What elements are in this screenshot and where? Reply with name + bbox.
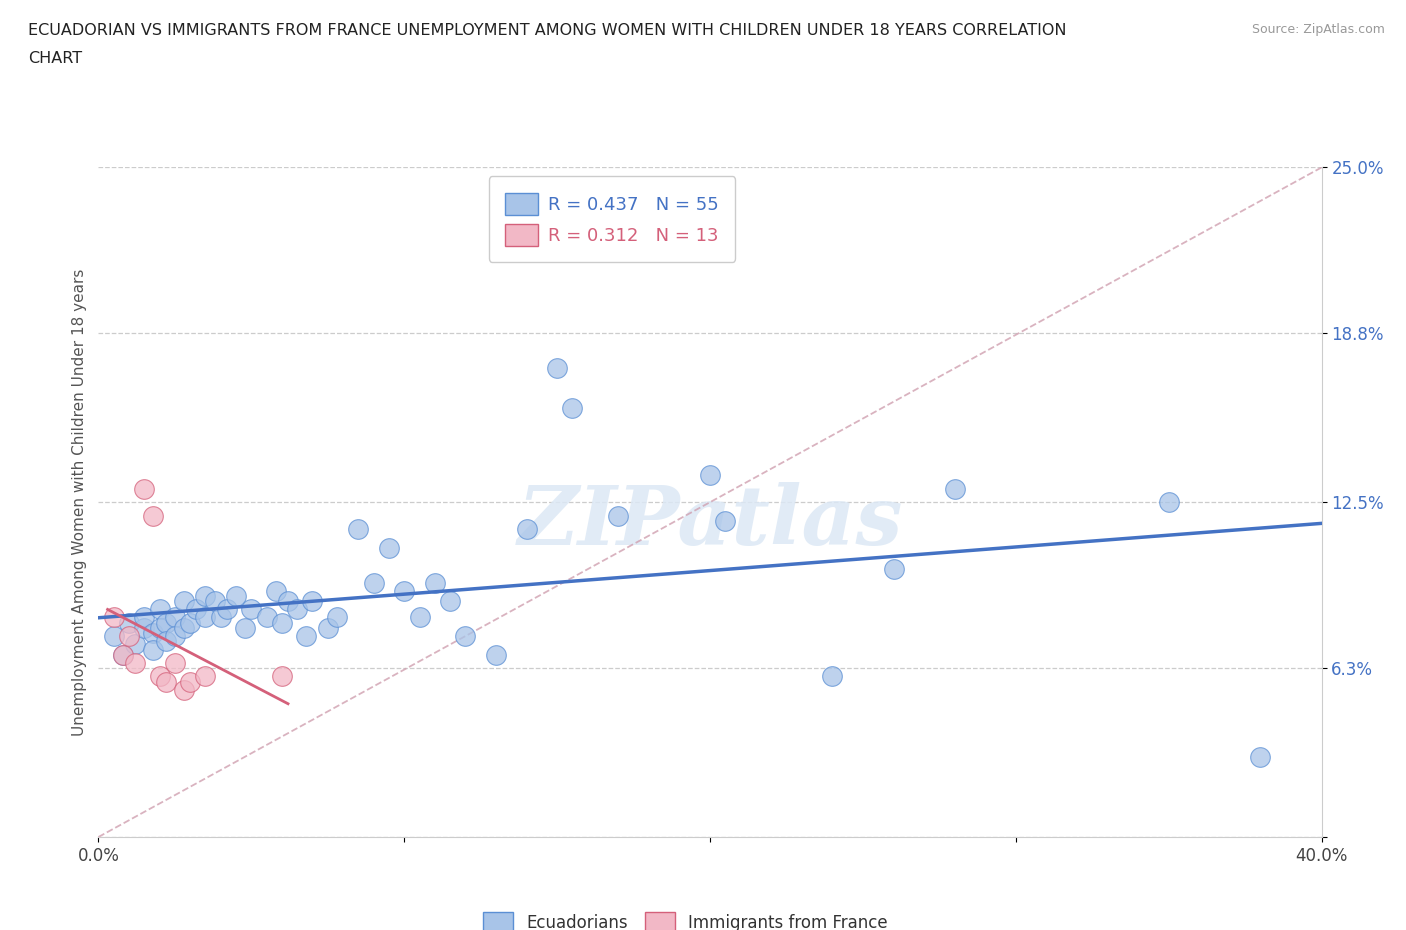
Point (943, 482, 966, 497)
Point (264, 583, 287, 598)
Point (326, 610, 349, 625)
Point (124, 637, 146, 652)
Point (546, 361, 568, 376)
Point (142, 508, 165, 523)
Point (163, 656, 186, 671)
Point (347, 522, 370, 537)
Point (179, 616, 201, 631)
Point (561, 401, 583, 416)
Point (134, 620, 156, 635)
Point (142, 642, 165, 657)
Point (111, 647, 134, 662)
Text: Source: ZipAtlas.com: Source: ZipAtlas.com (1251, 23, 1385, 36)
Point (155, 616, 177, 631)
Point (454, 629, 477, 644)
Point (363, 575, 385, 590)
Point (233, 620, 256, 635)
Point (378, 540, 401, 555)
Point (285, 602, 308, 617)
Point (149, 669, 172, 684)
Text: CHART: CHART (28, 51, 82, 66)
Point (142, 626, 165, 641)
Point (1249, 750, 1271, 764)
Point (194, 669, 217, 684)
Point (423, 575, 446, 590)
Point (277, 594, 299, 609)
Point (149, 620, 172, 635)
Point (215, 602, 238, 617)
Point (225, 589, 247, 604)
Point (439, 594, 461, 609)
Point (186, 602, 208, 617)
Point (173, 594, 195, 609)
Point (173, 620, 195, 635)
Point (204, 594, 226, 609)
Point (163, 610, 186, 625)
Point (194, 589, 217, 604)
Point (163, 629, 186, 644)
Point (714, 513, 737, 528)
Point (179, 674, 201, 689)
Point (256, 610, 278, 625)
Point (699, 468, 721, 483)
Y-axis label: Unemployment Among Women with Children Under 18 years: Unemployment Among Women with Children U… (72, 269, 87, 736)
Point (134, 610, 156, 625)
Point (155, 674, 177, 689)
Point (295, 629, 318, 644)
Point (118, 616, 141, 631)
Text: ZIPatlas: ZIPatlas (517, 483, 903, 563)
Point (194, 610, 217, 625)
Point (1157, 495, 1180, 510)
Point (173, 683, 195, 698)
Point (155, 634, 177, 649)
Point (392, 583, 416, 598)
Text: ECUADORIAN VS IMMIGRANTS FROM FRANCE UNEMPLOYMENT AMONG WOMEN WITH CHILDREN UNDE: ECUADORIAN VS IMMIGRANTS FROM FRANCE UNE… (28, 23, 1067, 38)
Point (516, 522, 538, 537)
Point (209, 610, 232, 625)
Legend: Ecuadorians, Immigrants from France: Ecuadorians, Immigrants from France (477, 906, 894, 930)
Point (485, 647, 508, 662)
Point (821, 669, 844, 684)
Point (301, 594, 323, 609)
Point (316, 620, 339, 635)
Point (270, 616, 292, 631)
Point (408, 610, 430, 625)
Point (124, 656, 146, 671)
Point (240, 602, 263, 617)
Point (103, 629, 125, 644)
Point (134, 482, 156, 497)
Point (883, 562, 905, 577)
Point (111, 647, 134, 662)
Point (607, 508, 630, 523)
Point (118, 629, 141, 644)
Point (103, 610, 125, 625)
Point (270, 669, 292, 684)
Point (149, 602, 172, 617)
